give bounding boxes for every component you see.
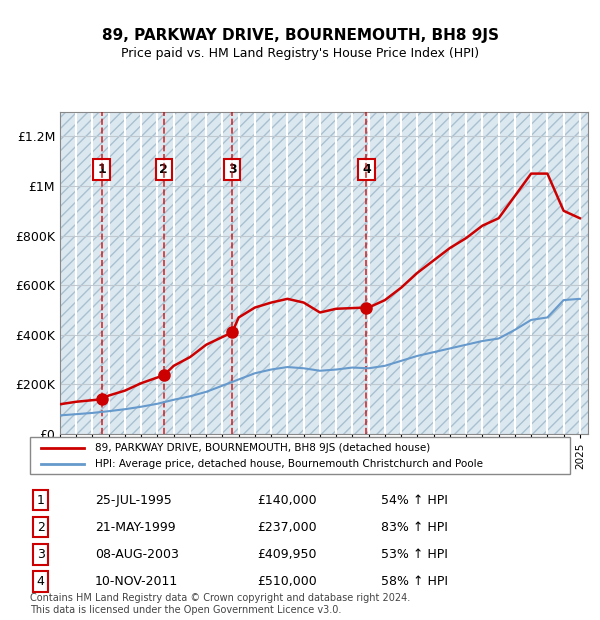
Text: £409,950: £409,950 bbox=[257, 548, 316, 560]
Text: £510,000: £510,000 bbox=[257, 575, 317, 588]
Text: Price paid vs. HM Land Registry's House Price Index (HPI): Price paid vs. HM Land Registry's House … bbox=[121, 46, 479, 60]
Text: 89, PARKWAY DRIVE, BOURNEMOUTH, BH8 9JS (detached house): 89, PARKWAY DRIVE, BOURNEMOUTH, BH8 9JS … bbox=[95, 443, 430, 453]
Text: 53% ↑ HPI: 53% ↑ HPI bbox=[381, 548, 448, 560]
Text: £237,000: £237,000 bbox=[257, 521, 316, 534]
Text: 2: 2 bbox=[37, 521, 45, 534]
Text: 3: 3 bbox=[37, 548, 45, 560]
Text: HPI: Average price, detached house, Bournemouth Christchurch and Poole: HPI: Average price, detached house, Bour… bbox=[95, 459, 483, 469]
Text: 08-AUG-2003: 08-AUG-2003 bbox=[95, 548, 179, 560]
Text: 54% ↑ HPI: 54% ↑ HPI bbox=[381, 494, 448, 507]
Text: 2: 2 bbox=[160, 163, 168, 176]
Text: 21-MAY-1999: 21-MAY-1999 bbox=[95, 521, 175, 534]
Text: 1: 1 bbox=[37, 494, 45, 507]
Text: 58% ↑ HPI: 58% ↑ HPI bbox=[381, 575, 448, 588]
Text: 25-JUL-1995: 25-JUL-1995 bbox=[95, 494, 172, 507]
Text: Contains HM Land Registry data © Crown copyright and database right 2024.: Contains HM Land Registry data © Crown c… bbox=[30, 593, 410, 603]
Text: 10-NOV-2011: 10-NOV-2011 bbox=[95, 575, 178, 588]
Text: 4: 4 bbox=[362, 163, 371, 176]
Text: 1: 1 bbox=[97, 163, 106, 176]
Text: £140,000: £140,000 bbox=[257, 494, 316, 507]
Text: 3: 3 bbox=[228, 163, 236, 176]
Text: This data is licensed under the Open Government Licence v3.0.: This data is licensed under the Open Gov… bbox=[30, 605, 341, 615]
Text: 83% ↑ HPI: 83% ↑ HPI bbox=[381, 521, 448, 534]
FancyBboxPatch shape bbox=[30, 437, 570, 474]
Text: 89, PARKWAY DRIVE, BOURNEMOUTH, BH8 9JS: 89, PARKWAY DRIVE, BOURNEMOUTH, BH8 9JS bbox=[101, 28, 499, 43]
Text: 4: 4 bbox=[37, 575, 45, 588]
